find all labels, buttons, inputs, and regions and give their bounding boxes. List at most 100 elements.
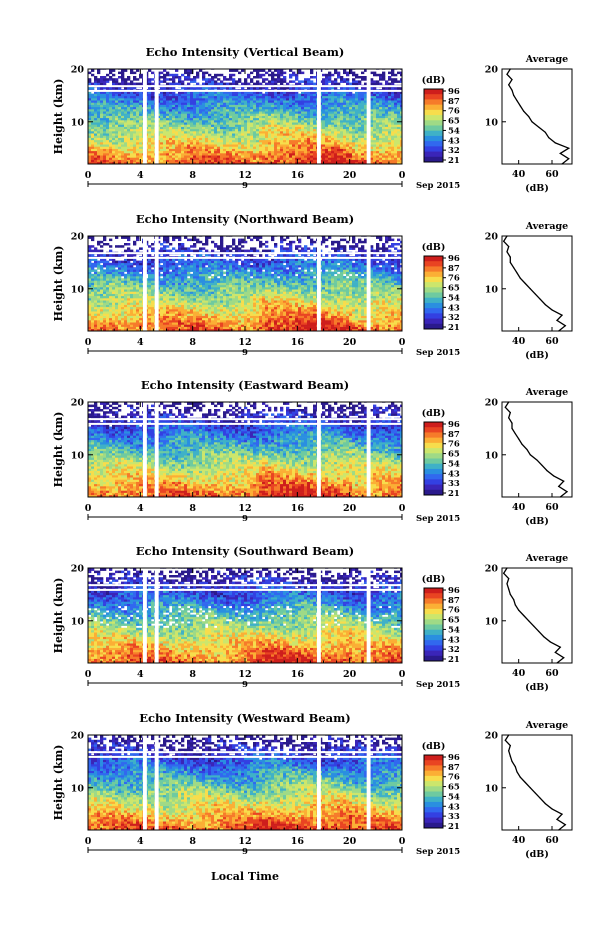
profile-point — [503, 572, 505, 574]
colorbar-swatch — [424, 115, 443, 121]
colorbar-swatch — [424, 292, 443, 299]
heatmap-cells — [88, 568, 402, 663]
profile-frame — [501, 401, 573, 498]
profile-point — [524, 781, 526, 784]
profile-point — [509, 68, 511, 70]
heatmap-cells — [88, 69, 402, 164]
profile-point — [534, 792, 536, 794]
profile-title: Average — [525, 221, 568, 232]
x-tick-label: 8 — [189, 836, 196, 847]
colorbar-swatch — [424, 437, 443, 444]
colorbar-unit: (dB) — [422, 242, 446, 253]
profile-point — [534, 293, 536, 295]
panel-title: Echo Intensity (Northward Beam) — [136, 212, 354, 226]
profile-point — [508, 588, 510, 590]
date-label: Sep 2015 — [416, 514, 460, 524]
colorbar-swatch — [424, 271, 443, 278]
date-label: Sep 2015 — [416, 348, 460, 358]
colorbar-swatch — [424, 619, 443, 625]
colorbar-swatch — [424, 822, 443, 829]
profile-point — [511, 422, 513, 424]
x-tick-label: 16 — [291, 170, 305, 181]
x-tick-label: 16 — [291, 669, 305, 680]
x-axis-label: Local Time — [211, 870, 279, 883]
profile-point — [519, 776, 521, 778]
beam-panel-0: Echo Intensity (Vertical Beam) 0 4 8 12 16 20 0… — [52, 45, 573, 194]
colorbar-swatch — [424, 598, 443, 605]
profile-point — [554, 142, 556, 144]
profile-point — [503, 240, 505, 242]
colorbar-tick-label: 54 — [448, 126, 460, 136]
y-tick-label: 20 — [71, 398, 85, 409]
colorbar-tick-label: 87 — [448, 596, 460, 606]
colorbar-swatch — [424, 650, 443, 657]
data-gap — [366, 236, 371, 331]
profile-point — [518, 609, 520, 611]
profile-point — [509, 755, 511, 757]
profile-point — [531, 121, 533, 123]
profile-point — [559, 152, 561, 155]
data-gap — [366, 69, 371, 164]
profile-point — [561, 813, 563, 815]
x-tick-label: 20 — [343, 337, 357, 348]
x-tick-label: 12 — [238, 337, 251, 348]
profile-point — [549, 641, 551, 643]
colorbar-tick-label: 65 — [448, 783, 460, 793]
profile-point — [516, 771, 518, 773]
profile-frame — [501, 68, 573, 165]
data-gap — [154, 568, 159, 663]
y-tick-label: 10 — [71, 616, 85, 627]
date-day: 9 — [242, 847, 248, 857]
data-gap — [316, 568, 321, 663]
colorbar-swatch — [424, 308, 443, 314]
profile-y-tick: 20 — [485, 398, 499, 409]
profile-y-tick: 20 — [485, 65, 499, 76]
x-tick-label: 12 — [238, 503, 251, 514]
profile-point — [553, 475, 555, 477]
profile-y-tick: 20 — [485, 731, 499, 742]
colorbar-tick-label: 21 — [448, 156, 460, 166]
profile-point — [544, 131, 546, 133]
data-gap — [366, 568, 371, 663]
profile-point — [504, 739, 506, 741]
colorbar-frame — [423, 754, 444, 829]
profile-title: Average — [525, 720, 568, 731]
colorbar-unit: (dB) — [422, 75, 446, 86]
x-tick-label: 8 — [189, 669, 196, 680]
profile-x-tick: 60 — [545, 169, 559, 180]
colorbar-swatch — [424, 442, 443, 449]
colorbar-tick-label: 43 — [448, 469, 460, 479]
colorbar-tick-label: 21 — [448, 822, 460, 832]
profile-point — [511, 427, 513, 429]
colorbar-tick-label: 32 — [448, 146, 460, 156]
profile-x-label: (dB) — [525, 682, 549, 693]
profile-point — [561, 163, 563, 165]
colorbar-swatch — [424, 634, 443, 641]
profile-point — [508, 734, 510, 736]
colorbar-tick-label: 21 — [448, 655, 460, 665]
profile-y-tick: 10 — [485, 616, 499, 627]
colorbar-swatch — [424, 261, 443, 267]
profile-point — [546, 470, 548, 472]
colorbar-swatch — [424, 765, 443, 772]
colorbar-tick-label: 33 — [448, 479, 460, 489]
colorbar-swatch — [424, 302, 443, 309]
profile-point — [514, 766, 516, 768]
profile-point — [541, 464, 543, 466]
x-tick-label: 20 — [343, 503, 357, 514]
colorbar-frame — [423, 255, 444, 330]
y-axis-label: Height (km) — [52, 246, 65, 322]
colorbar-swatch — [424, 266, 443, 273]
profile-point — [538, 126, 540, 128]
colorbar-tick-label: 65 — [448, 616, 460, 626]
heatmap-cells — [88, 735, 402, 830]
profile-y-tick: 20 — [485, 232, 499, 243]
profile-point — [509, 261, 511, 263]
colorbar-swatch — [424, 156, 443, 163]
profile-point — [568, 158, 570, 160]
profile-point — [508, 417, 510, 419]
profile-point — [506, 567, 508, 569]
profile-x-tick: 40 — [512, 336, 526, 347]
data-gap — [154, 236, 159, 331]
